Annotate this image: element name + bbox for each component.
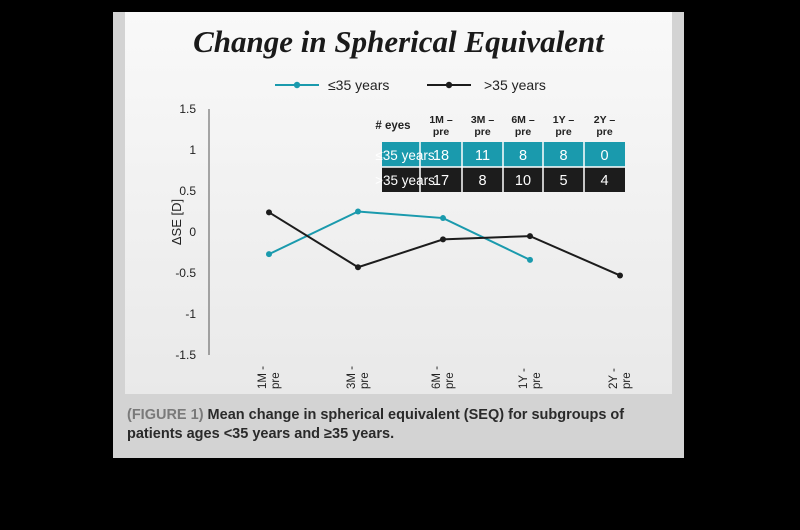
data-point (355, 208, 361, 215)
data-point (617, 272, 623, 279)
table-column-header: 3M – (471, 114, 495, 126)
y-tick-label: 1 (189, 143, 196, 157)
data-point (266, 251, 272, 258)
data-point (527, 256, 533, 263)
table-cell: 8 (478, 173, 486, 189)
table-cell: 8 (519, 148, 527, 164)
table-row-label: >35 years (375, 173, 435, 188)
y-tick-label: -1 (185, 307, 196, 321)
table-column-header: 2Y – (594, 114, 616, 126)
table-column-header: pre (515, 126, 532, 138)
data-point (266, 209, 272, 216)
figure-caption-text: Mean change in spherical equivalent (SEQ… (127, 407, 625, 442)
x-tick-label: 2Y - pre (608, 368, 633, 389)
table-column-header: 1M – (429, 114, 453, 126)
table-cell: 11 (475, 148, 490, 164)
x-tick-label: 1M - pre (257, 366, 282, 389)
table-column-header: pre (474, 126, 491, 138)
y-tick-label: 0 (189, 225, 196, 239)
table-row-label: ≤35 years (375, 148, 434, 163)
y-tick-label: -0.5 (175, 266, 196, 280)
x-tick-label-line: 3M - (346, 366, 358, 389)
series-line (268, 211, 621, 277)
table-column-header: pre (433, 126, 450, 138)
data-point (527, 233, 533, 240)
table-cell: 5 (559, 173, 567, 189)
x-tick-label: 1Y - pre (518, 368, 543, 389)
x-tick-label-line: 2Y - (608, 368, 620, 389)
table-cell: 17 (433, 173, 449, 189)
x-tick-label-line: pre (444, 372, 456, 389)
plot-panel (125, 12, 672, 394)
table-column-header: 6M – (511, 114, 535, 126)
x-tick-label-line: pre (531, 372, 543, 389)
data-point (440, 215, 446, 222)
table-corner-label: # eyes (375, 120, 410, 132)
x-tick-label-line: pre (359, 372, 371, 389)
x-tick-label-line: 6M - (431, 366, 443, 389)
table-column-header: 1Y – (553, 114, 575, 126)
x-tick-label-line: pre (621, 372, 633, 389)
legend-label: ≤35 years (328, 77, 389, 93)
legend-marker (293, 81, 301, 89)
table-cell: 18 (433, 148, 449, 164)
table-cell: 0 (600, 148, 608, 164)
x-tick-label: 3M - pre (346, 366, 371, 389)
x-tick-label: 6M - pre (431, 366, 456, 389)
y-tick-label: 0.5 (179, 184, 196, 198)
x-tick-label-line: 1M - (257, 366, 269, 389)
figure-card: Change in Spherical Equivalent 1.5 1 0.5 0 -… (113, 12, 684, 458)
y-axis-title: ΔSE [D] (169, 199, 184, 245)
y-tick-label: 1.5 (179, 102, 196, 116)
y-tick-label: -1.5 (175, 348, 196, 362)
series-line (268, 210, 531, 261)
table-column-header: pre (555, 126, 572, 138)
data-point (440, 236, 446, 243)
table-column-header: pre (596, 126, 613, 138)
table-cell: 8 (559, 148, 567, 164)
data-point (355, 264, 361, 271)
figure-caption-tag: (FIGURE 1) (127, 407, 204, 423)
legend-marker (445, 81, 453, 89)
x-tick-label-line: 1Y - (518, 368, 530, 389)
table-cell: 10 (515, 173, 531, 189)
legend-label: >35 years (484, 77, 546, 93)
table-cell: 4 (600, 173, 608, 189)
chart-title: Change in Spherical Equivalent (193, 24, 604, 59)
figure-caption: (FIGURE 1) Mean change in spherical equi… (127, 406, 672, 444)
x-tick-label-line: pre (270, 372, 282, 389)
